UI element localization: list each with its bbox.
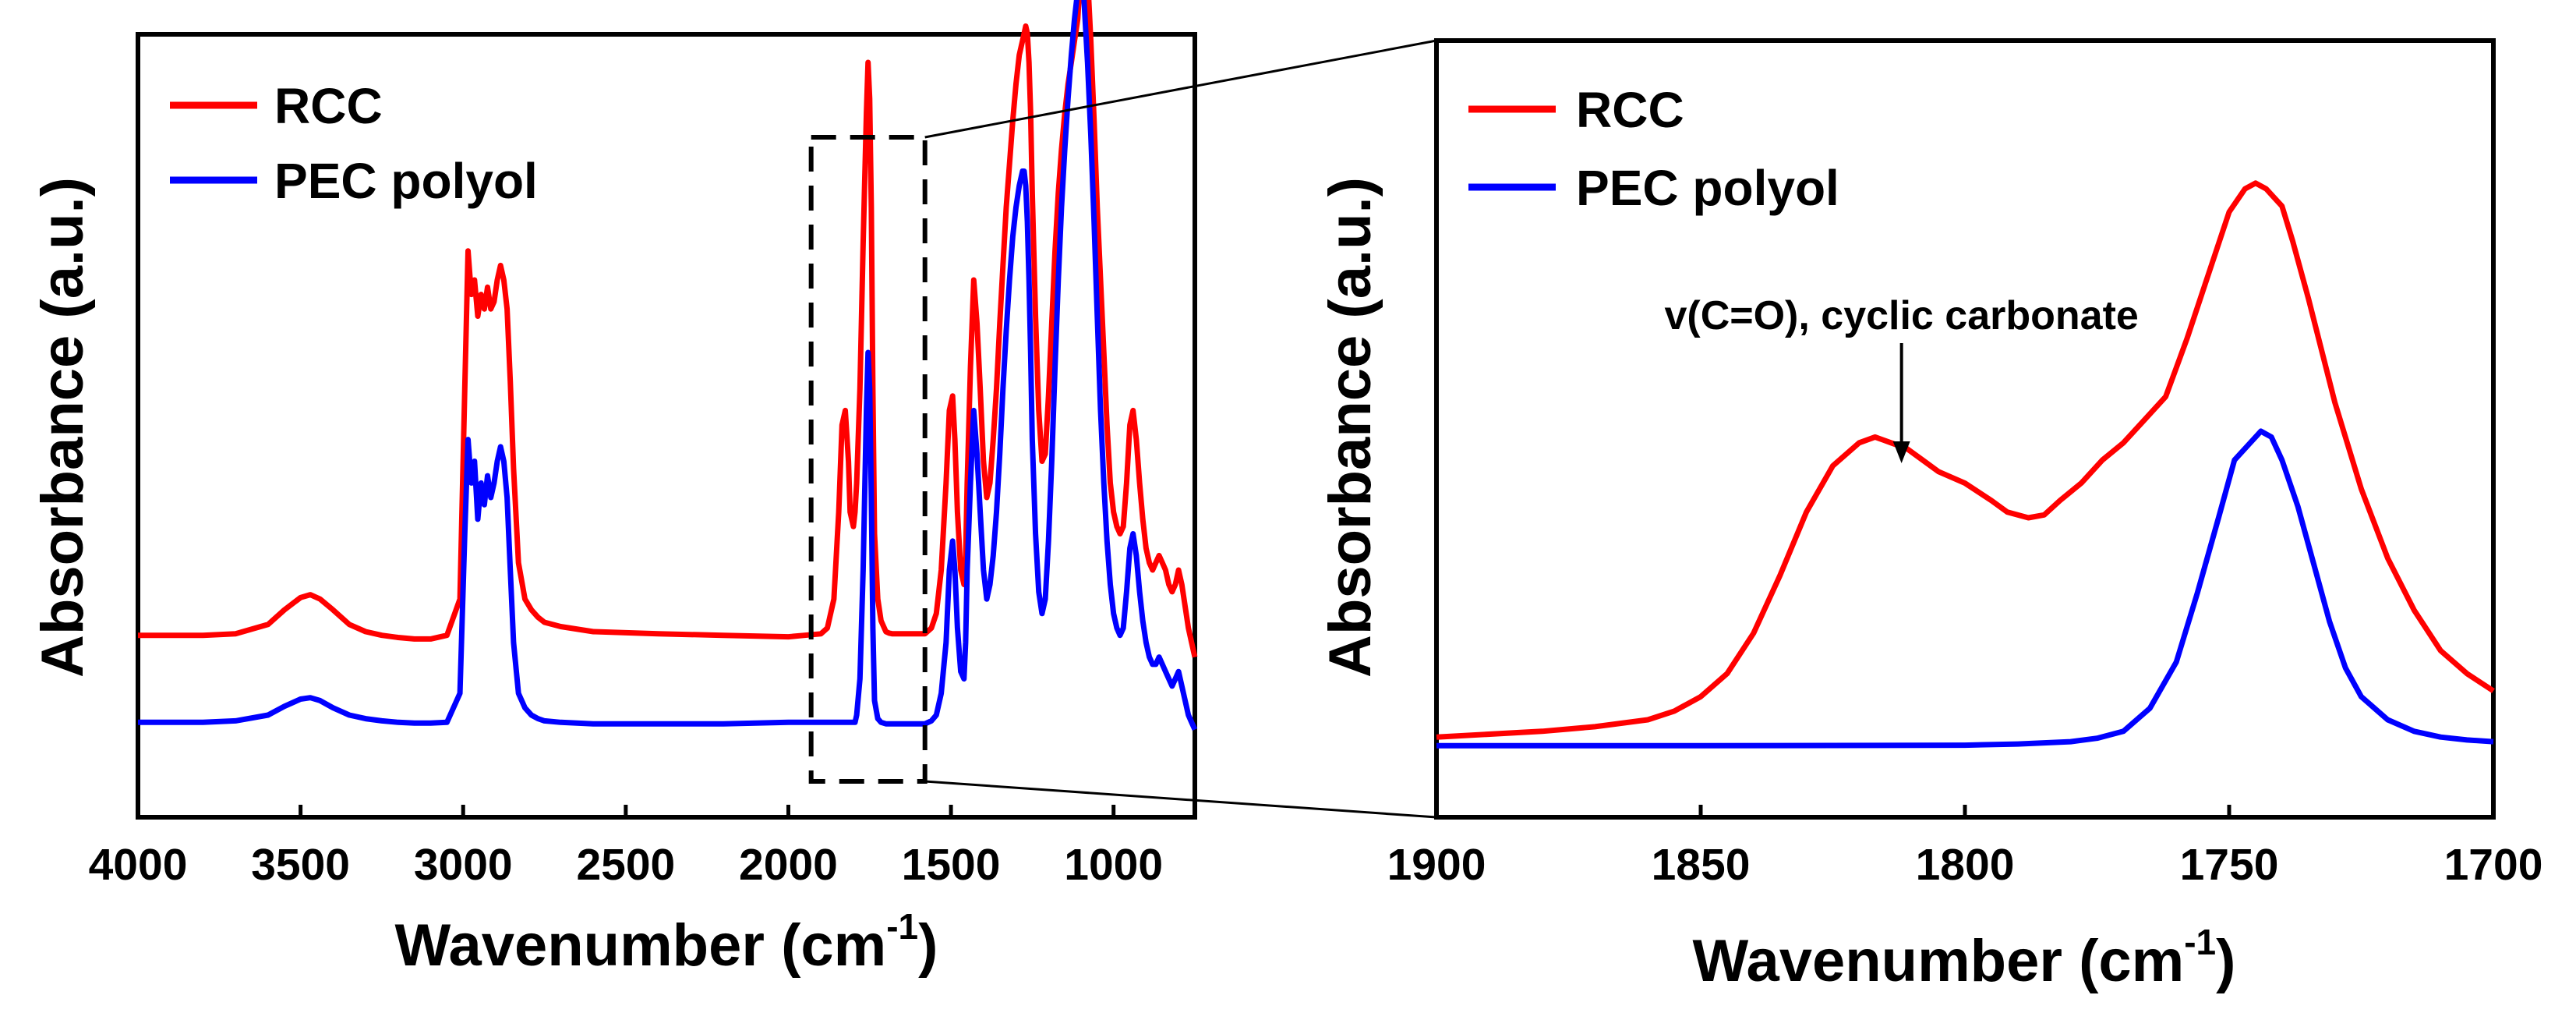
left-x-tick-label: 3000 xyxy=(414,840,513,890)
left-x-axis-title: Wavenumber (cm-1) xyxy=(395,906,938,979)
right-y-axis-title: Absorbance (a.u.) xyxy=(1317,177,1383,678)
left-x-tick-label: 1500 xyxy=(902,840,1001,890)
right-x-axis-title-sup: -1 xyxy=(2184,922,2216,962)
right-x-tick-label: 1850 xyxy=(1652,840,1751,890)
left-panel: 4000 3500 3000 2500 2000 1500 1000 RCC PEC pol… xyxy=(30,0,1437,979)
right-x-tick-label: 1900 xyxy=(1387,840,1486,890)
left-x-axis-title-sup: -1 xyxy=(886,906,918,947)
left-series-line-pec-polyol xyxy=(138,0,1198,731)
left-x-axis-title-main: Wavenumber (cm xyxy=(395,912,887,979)
left-x-tick-label: 1000 xyxy=(1064,840,1163,890)
right-plot-frame xyxy=(1434,38,2496,820)
right-panel: 1900 1850 1800 1750 1700 RCC PEC polyol v(C=… xyxy=(1317,38,2543,994)
right-legend-label-pec: PEC polyol xyxy=(1576,160,1839,216)
right-series-line-pec-polyol xyxy=(1436,428,2494,749)
left-y-axis-title: Absorbance (a.u.) xyxy=(30,177,96,678)
right-x-tick-label: 1750 xyxy=(2180,840,2279,890)
right-x-tick-label: 1700 xyxy=(2444,840,2543,890)
left-series-group xyxy=(138,0,1198,731)
right-x-ticks: 1900 1850 1800 1750 1700 xyxy=(1387,805,2543,890)
left-x-tick-label: 2000 xyxy=(739,840,838,890)
left-x-tick-label: 2500 xyxy=(576,840,675,890)
annotation-text: v(C=O), cyclic carbonate xyxy=(1664,293,2138,338)
left-x-tick-label: 3500 xyxy=(251,840,350,890)
right-series-line-rcc xyxy=(1436,180,2495,740)
right-x-axis-title: Wavenumber (cm-1) xyxy=(1693,922,2236,994)
right-series-group xyxy=(1436,180,2495,749)
right-legend-label-rcc: RCC xyxy=(1576,82,1684,138)
annotation-arrow-head xyxy=(1892,441,1910,463)
left-x-axis-title-close: ) xyxy=(918,912,938,979)
left-plot-frame xyxy=(136,32,1197,820)
zoom-connector-bottom xyxy=(924,780,1437,819)
zoom-box xyxy=(808,135,928,784)
zoom-connector-top xyxy=(924,39,1437,139)
left-legend-label-pec: PEC polyol xyxy=(274,153,538,209)
left-series-line-rcc xyxy=(138,0,1198,658)
right-x-tick-label: 1800 xyxy=(1916,840,2015,890)
left-x-tick-label: 4000 xyxy=(89,840,188,890)
right-x-axis-title-close: ) xyxy=(2216,928,2235,994)
left-legend: RCC PEC polyol xyxy=(170,78,538,209)
right-x-axis-title-main: Wavenumber (cm xyxy=(1693,928,2185,994)
right-legend: RCC PEC polyol xyxy=(1468,82,1839,216)
left-legend-label-rcc: RCC xyxy=(274,78,383,134)
left-x-ticks: 4000 3500 3000 2500 2000 1500 1000 xyxy=(89,805,1163,890)
